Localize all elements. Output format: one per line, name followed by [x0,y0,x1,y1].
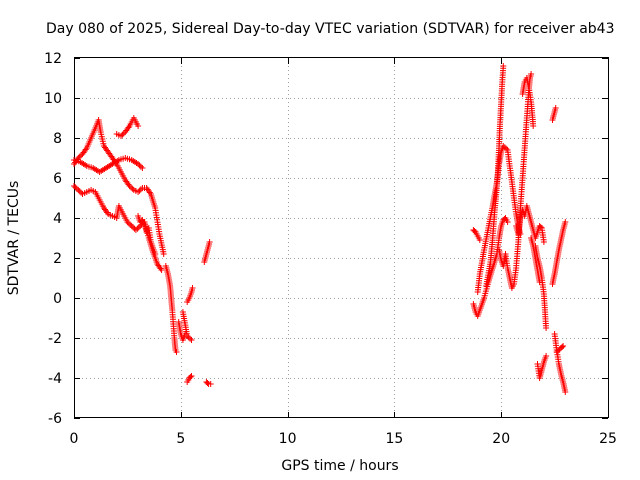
data-point [555,347,562,354]
y-tick-label: -4 [48,371,62,387]
data-point [124,219,131,225]
x-tick-label: 5 [176,431,185,447]
data-point [528,71,535,77]
data-point [118,133,124,139]
data-point [135,189,142,195]
y-tick-label: -2 [48,331,62,347]
data-point [504,219,511,225]
data-point [135,161,142,167]
y-tick-label: 12 [44,51,62,67]
data-point [160,251,167,257]
data-point [135,123,142,129]
data-point [130,224,137,231]
y-tick-label: 6 [53,171,62,187]
y-tick-labels: -6 -4 -2 0 2 4 6 8 10 12 [44,51,62,427]
x-tick-label: 20 [492,431,510,447]
data-point [135,224,142,231]
data-point [204,380,211,386]
data-point [187,374,194,380]
data-point [158,267,165,273]
data-point [476,237,483,243]
y-tick-label: 8 [53,131,62,147]
data-point [537,224,544,230]
y-tick-label: -6 [48,411,62,427]
data-point [136,162,143,169]
data-point [125,220,132,227]
data-point [500,63,507,69]
data-point [189,285,196,291]
x-tick-label: 0 [70,431,79,447]
data-point [75,187,82,193]
chart-title: Day 080 of 2025, Sidereal Day-to-day VTE… [46,21,615,37]
x-axis-label: GPS time / hours [281,458,398,474]
data-point [559,344,566,350]
data-point [187,335,194,342]
data-point [503,145,510,152]
data-point [76,188,83,195]
data-point [76,153,83,160]
y-tick-label: 0 [53,291,62,307]
data-point [128,223,135,229]
y-tick-label: 10 [44,91,62,107]
x-tick-label: 15 [385,431,403,447]
x-tick-label: 10 [279,431,297,447]
data-point [128,184,134,191]
data-point [501,144,508,151]
data-point [543,353,550,359]
y-tick-label: 2 [53,251,62,267]
data-point [173,349,180,355]
data-point [562,219,569,225]
data-point [206,239,213,245]
data-point [188,337,195,343]
data-point [152,251,159,257]
data-point [132,227,139,233]
data-point [543,325,550,331]
data-point [72,184,79,191]
data-points [71,63,569,395]
data-point [136,187,143,194]
x-tick-label: 25 [599,431,617,447]
x-tick-labels: 0 5 10 15 20 25 [70,431,617,447]
data-point [207,381,214,387]
y-axis-label: SDTVAR / TECUs [6,181,22,296]
data-point [188,373,195,379]
data-point [129,185,136,192]
data-point [134,225,141,232]
y-tick-label: 4 [53,211,62,227]
data-point [552,105,559,111]
data-point [137,163,144,170]
plot-frame [74,57,609,418]
data-point [139,165,146,171]
data-point [184,333,191,339]
data-point [562,389,569,395]
data-point [540,239,547,245]
axis-ticks [74,58,609,419]
data-point [119,131,126,138]
grid-lines [74,58,608,418]
data-point [530,123,537,129]
data-point [560,343,567,349]
data-point [71,183,77,189]
